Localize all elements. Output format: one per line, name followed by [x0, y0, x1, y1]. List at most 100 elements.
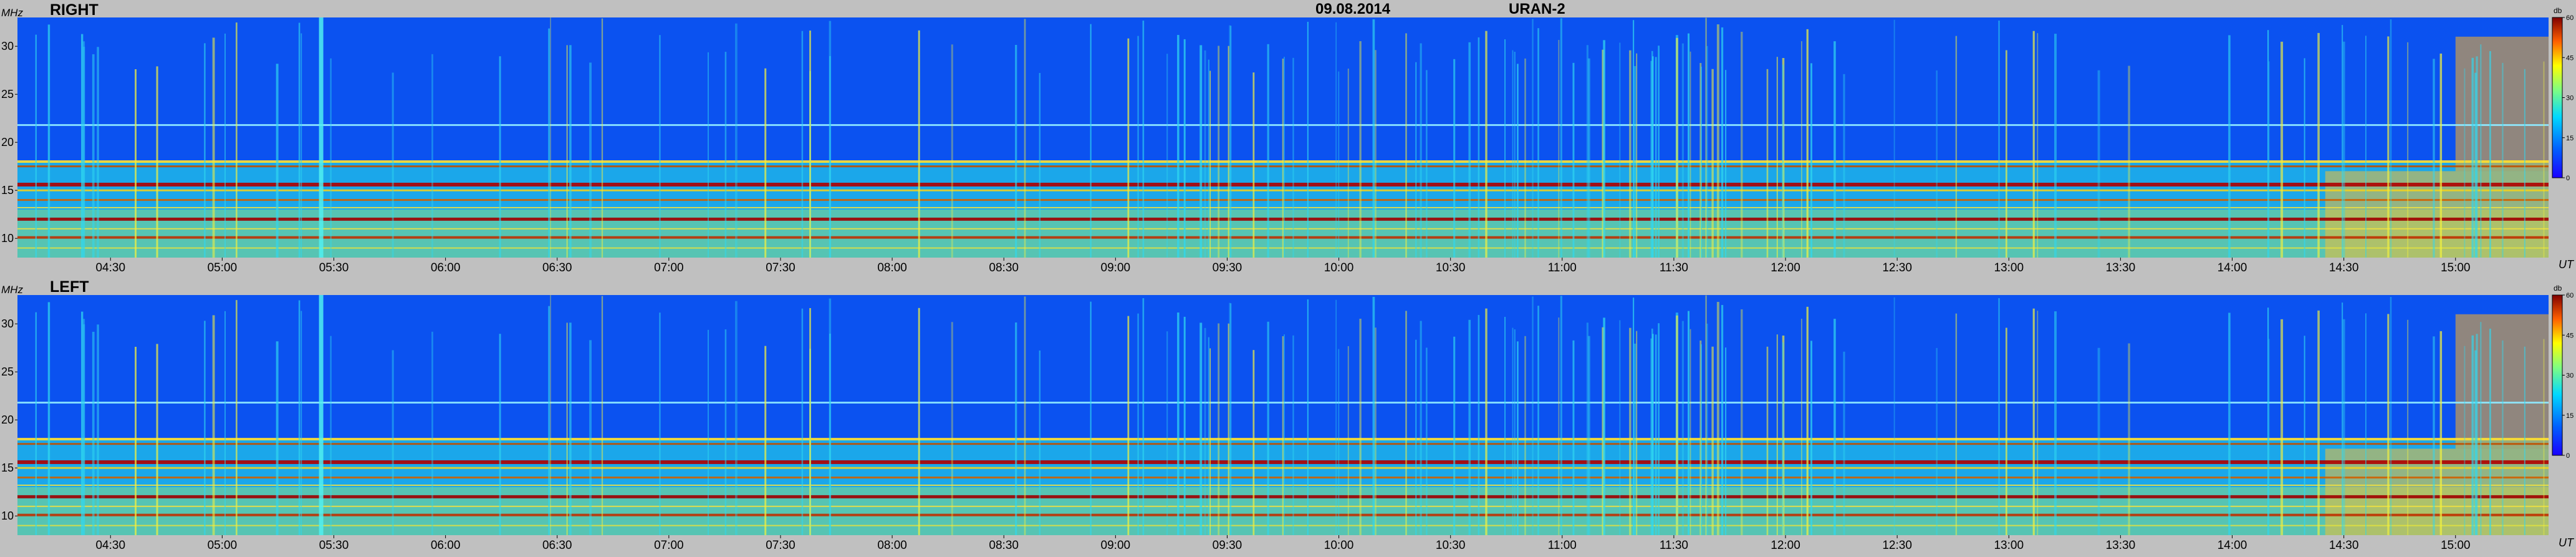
burst-line: [298, 300, 300, 535]
x-tick-label: 13:00: [1994, 539, 2024, 552]
burst-line: [2476, 56, 2478, 258]
burst-line: [1572, 340, 1575, 535]
burst-line: [1512, 327, 1514, 535]
burst-line: [81, 34, 84, 258]
x-tick-label: 13:30: [2106, 261, 2136, 274]
burst-line: [1782, 342, 1784, 535]
burst-line: [1284, 57, 1285, 258]
burst-line: [2387, 36, 2390, 258]
burst-line: [1636, 53, 1638, 258]
x-tick-label: 08:00: [877, 539, 907, 552]
burst-line: [1177, 35, 1180, 258]
burst-line: [1347, 68, 1349, 258]
burst-line: [1619, 320, 1621, 535]
burst-line: [2390, 19, 2392, 258]
burst-line: [569, 322, 572, 535]
burst-line: [1658, 46, 1660, 258]
x-tick-label: 11:00: [1548, 261, 1577, 274]
burst-line: [1183, 39, 1186, 258]
burst-line: [2097, 70, 2100, 258]
burst-line: [601, 18, 603, 258]
burst-line: [1229, 25, 1231, 258]
burst-line: [1806, 306, 1809, 535]
burst-line: [1282, 336, 1284, 535]
y-tick-label: 20: [1, 136, 14, 148]
burst-line: [2037, 33, 2039, 258]
burst-line: [1218, 46, 1220, 258]
panel-left-cbar-unit: db: [2554, 284, 2562, 293]
burst-line: [300, 33, 302, 258]
burst-line: [1208, 337, 1209, 535]
x-tick-label: 05:00: [208, 261, 238, 274]
burst-line: [1688, 33, 1690, 258]
burst-line: [708, 52, 709, 258]
burst-line: [2228, 312, 2231, 535]
panel-left-title: LEFT: [50, 278, 89, 296]
x-tick-label: 09:30: [1213, 261, 1242, 274]
burst-line: [2037, 311, 2039, 535]
burst-line: [1701, 344, 1702, 535]
burst-line: [1724, 70, 1727, 258]
burst-line: [1776, 57, 1778, 258]
burst-line: [2342, 303, 2343, 535]
burst-line: [2489, 328, 2491, 535]
x-tick-label: 06:30: [542, 539, 572, 552]
burst-line: [330, 336, 332, 535]
burst-line: [548, 28, 550, 258]
burst-line: [1478, 37, 1480, 258]
burst-line: [1252, 72, 1255, 258]
x-tick-label: 09:30: [1213, 539, 1242, 552]
panel-right-spectrogram: [17, 17, 2549, 258]
burst-line: [734, 301, 738, 535]
x-tick-label: 04:30: [95, 261, 125, 274]
burst-line: [2433, 336, 2435, 535]
burst-line: [1015, 322, 1017, 535]
x-tick-label: 15:00: [2441, 539, 2471, 552]
burst-line: [83, 324, 85, 535]
burst-line: [319, 17, 324, 258]
burst-line: [1936, 70, 1938, 258]
burst-line: [2317, 32, 2320, 258]
burst-line: [35, 34, 37, 258]
colorbar-tick-label: 30: [2566, 95, 2574, 102]
burst-line: [1560, 18, 1562, 258]
burst-line: [1532, 296, 1534, 535]
burst-line: [1658, 323, 1660, 535]
burst-line: [724, 52, 727, 258]
burst-line: [1586, 45, 1588, 258]
burst-line: [1375, 327, 1377, 535]
burst-line: [1199, 45, 1203, 258]
burst-line: [236, 300, 238, 535]
burst-line: [2474, 72, 2477, 258]
burst-line: [392, 350, 394, 535]
burst-line: [1705, 295, 1707, 535]
burst-line: [550, 295, 551, 535]
burst-line: [1359, 319, 1362, 535]
burst-line: [1282, 59, 1284, 258]
panel-right-colorbar-ticks: 0 15 30 45 60: [2562, 14, 2574, 182]
burst-line: [2524, 69, 2526, 258]
panel-right: RIGHT MHz UT db 10 15 20 25 30 04:30 05:00 05:…: [1, 1, 2575, 274]
panel-left-colorbar: [2552, 294, 2563, 456]
burst-line: [1676, 315, 1678, 535]
burst-line: [1420, 321, 1422, 535]
y-tick-label: 30: [1, 317, 14, 330]
burst-line: [1015, 44, 1017, 258]
burst-line: [2543, 61, 2545, 258]
x-tick-label: 07:00: [654, 539, 684, 552]
burst-line: [1209, 70, 1211, 258]
panel-right-cbar-unit: db: [2554, 6, 2562, 15]
burst-line: [1711, 346, 1714, 535]
burst-line: [1688, 311, 1690, 535]
burst-line: [1468, 42, 1471, 258]
burst-line: [1936, 347, 1938, 535]
burst-line: [2480, 322, 2482, 535]
burst-line: [1127, 316, 1130, 535]
x-tick-label: 10:30: [1436, 261, 1466, 274]
burst-line: [1706, 46, 1708, 258]
y-tick-label: 10: [1, 232, 14, 245]
burst-line: [2480, 44, 2482, 258]
burst-line: [1347, 346, 1349, 535]
burst-line: [92, 54, 95, 258]
colorbar-tick-label: 45: [2566, 332, 2574, 339]
